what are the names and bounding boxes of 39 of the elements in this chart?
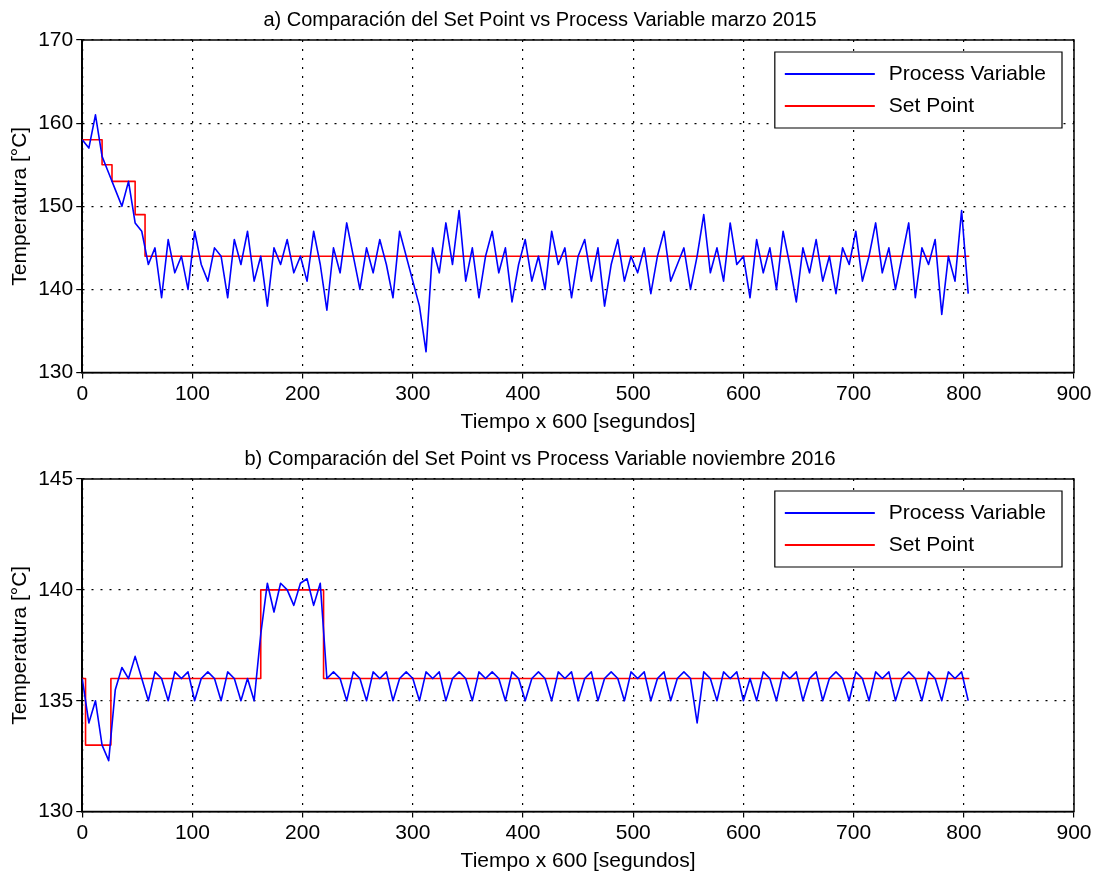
- legend-label: Set Point: [888, 531, 975, 555]
- x-tick-label: 600: [725, 820, 761, 843]
- x-tick-label: 500: [615, 381, 651, 404]
- y-tick-label: 160: [38, 109, 74, 133]
- x-tick-label: 600: [725, 381, 761, 404]
- chart-title: b) Comparación del Set Point vs Process Variable noviembre 2016: [244, 446, 836, 469]
- x-tick-label: 300: [395, 820, 431, 843]
- y-axis-title: Temperatura [°C]: [7, 565, 31, 725]
- x-tick-label: 700: [836, 820, 872, 843]
- y-tick-label: 140: [38, 276, 74, 300]
- x-tick-label: 200: [285, 381, 321, 404]
- y-tick-label: 135: [38, 687, 74, 711]
- x-tick-label: 100: [174, 381, 210, 404]
- y-tick-label: 145: [38, 465, 74, 489]
- y-tick-label: 150: [38, 193, 74, 217]
- x-tick-label: 500: [615, 820, 651, 843]
- x-tick-label: 100: [174, 820, 210, 843]
- x-axis-title: Tiempo x 600 [segundos]: [460, 848, 696, 872]
- x-tick-label: 0: [76, 820, 89, 843]
- x-axis-title: Tiempo x 600 [segundos]: [460, 409, 696, 433]
- x-tick-label: 700: [836, 381, 872, 404]
- x-tick-label: 200: [285, 820, 321, 843]
- legend-label: Set Point: [888, 92, 975, 116]
- legend-label: Process Variable: [888, 60, 1047, 84]
- x-tick-label: 900: [1056, 820, 1092, 843]
- y-axis-title: Temperatura [°C]: [7, 126, 31, 286]
- legend-label: Process Variable: [888, 499, 1047, 523]
- x-tick-label: 900: [1056, 381, 1092, 404]
- y-tick-label: 130: [38, 359, 74, 383]
- x-tick-label: 400: [505, 381, 541, 404]
- chart-title: a) Comparación del Set Point vs Process Variable marzo 2015: [263, 7, 817, 30]
- y-tick-label: 170: [38, 26, 74, 50]
- x-tick-label: 400: [505, 820, 541, 843]
- y-tick-label: 130: [38, 798, 74, 822]
- x-tick-label: 800: [946, 820, 982, 843]
- x-tick-label: 800: [946, 381, 982, 404]
- y-tick-label: 140: [38, 576, 74, 600]
- x-tick-label: 300: [395, 381, 431, 404]
- x-tick-label: 0: [76, 381, 89, 404]
